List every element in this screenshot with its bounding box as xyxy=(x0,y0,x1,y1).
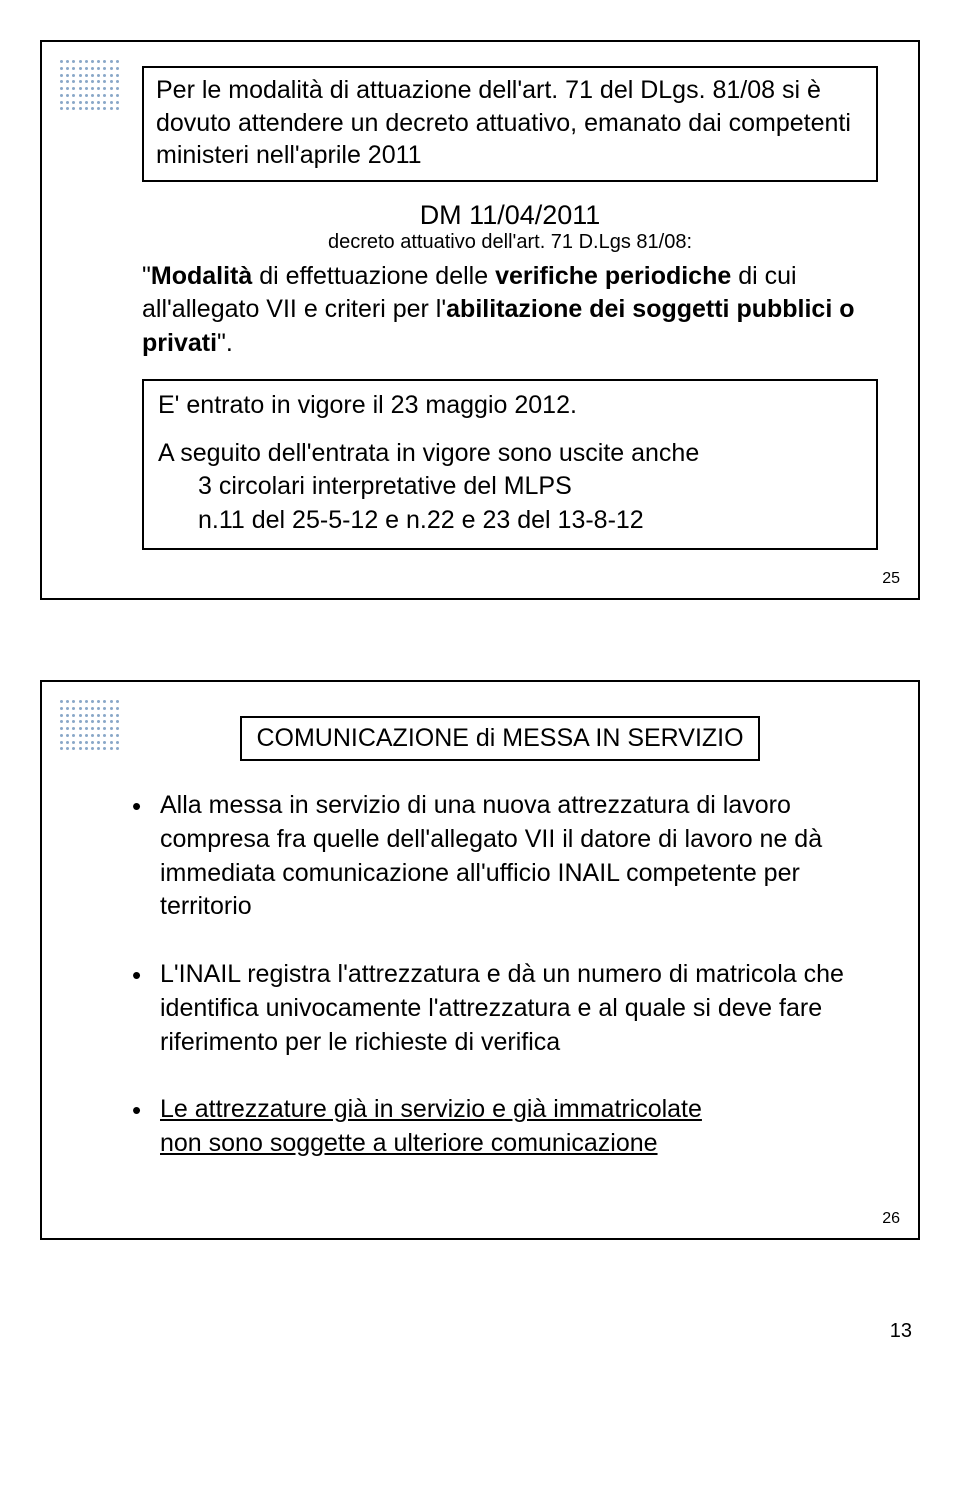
bullet-1: Alla messa in servizio di una nuova attr… xyxy=(132,789,868,924)
page-number: 13 xyxy=(0,1320,912,1343)
vigore-p2-line1: A seguito dell'entrata in vigore sono us… xyxy=(158,439,699,467)
bullet-3-line1: Le attrezzature già in servizio e già im… xyxy=(160,1095,702,1123)
quote-mid-1: di effettuazione delle xyxy=(252,262,495,290)
slide-25-content: Per le modalità di attuazione dell'art. … xyxy=(142,66,878,550)
slide-26-content: COMUNICAZIONE di MESSA IN SERVIZIO Alla … xyxy=(132,716,868,1161)
quote-open: " xyxy=(142,262,151,290)
vigore-p2-line2: 3 circolari interpretative del MLPS xyxy=(198,472,572,500)
decorative-dots xyxy=(60,60,120,112)
dm-title: DM 11/04/2011 xyxy=(142,200,878,231)
bullet-3-line2: non sono soggette a ulteriore comunicazi… xyxy=(160,1129,658,1157)
dm-heading-block: DM 11/04/2011 decreto attuativo dell'art… xyxy=(142,200,878,254)
quote-bold-1: Modalità xyxy=(151,262,252,290)
intro-line-1: Per le modalità di attuazione dell'art. … xyxy=(156,76,706,104)
slide-25: Per le modalità di attuazione dell'art. … xyxy=(40,40,920,600)
intro-box: Per le modalità di attuazione dell'art. … xyxy=(142,66,878,182)
vigore-p2: A seguito dell'entrata in vigore sono us… xyxy=(158,437,862,538)
vigore-p1: E' entrato in vigore il 23 maggio 2012. xyxy=(158,389,862,423)
dm-subtitle: decreto attuativo dell'art. 71 D.Lgs 81/… xyxy=(142,231,878,254)
decorative-dots xyxy=(60,700,120,752)
quote-close: ". xyxy=(217,329,233,357)
bullet-list: Alla messa in servizio di una nuova attr… xyxy=(132,789,868,1161)
quote-bold-2: verifiche periodiche xyxy=(495,262,731,290)
vigore-p2-line3: n.11 del 25-5-12 e n.22 e 23 del 13-8-12 xyxy=(198,506,644,534)
vigore-box: E' entrato in vigore il 23 maggio 2012. … xyxy=(142,379,878,550)
slide-number: 26 xyxy=(882,1210,900,1228)
slide-26: COMUNICAZIONE di MESSA IN SERVIZIO Alla … xyxy=(40,680,920,1240)
slide-26-title-box: COMUNICAZIONE di MESSA IN SERVIZIO xyxy=(240,716,759,761)
bullet-3: Le attrezzature già in servizio e già im… xyxy=(132,1093,868,1161)
slide-number: 25 xyxy=(882,570,900,588)
quote-text: "Modalità di effettuazione delle verific… xyxy=(142,260,878,361)
bullet-2: L'INAIL registra l'attrezzatura e dà un … xyxy=(132,958,868,1059)
